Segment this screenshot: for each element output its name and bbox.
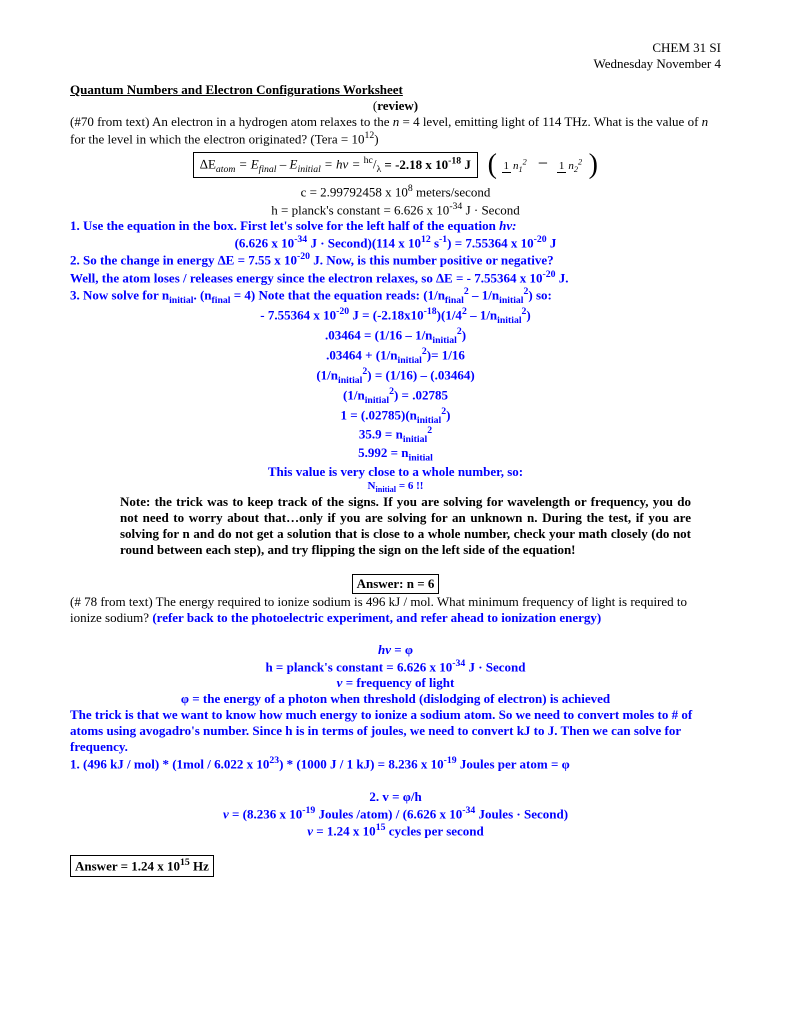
c-constant: c = 2.99792458 x 108 meters/second: [70, 183, 721, 200]
eq-hv: hv = φ: [70, 642, 721, 658]
calc-line-3: .03464 + (1/ninitial2)= 1/16: [70, 346, 721, 366]
calc-line-8: 5.992 = ninitial: [70, 445, 721, 464]
step-1-calc: (6.626 x 10-34 J · Second)(114 x 1012 s-…: [70, 234, 721, 251]
h-constant: h = planck's constant = 6.626 x 10-34 J …: [70, 201, 721, 218]
step-3: 3. Now solve for ninitial. (nfinal = 4) …: [70, 286, 721, 306]
q1-note: Note: the trick was to keep track of the…: [70, 494, 721, 558]
course-code: CHEM 31 SI: [70, 40, 721, 56]
q1-answer: Answer: n = 6: [70, 574, 721, 594]
q2-calc-3: v = (8.236 x 10-19 Joules /atom) / (6.62…: [70, 805, 721, 822]
worksheet-title: Quantum Numbers and Electron Configurati…: [70, 82, 721, 98]
eq-phi: φ = the energy of a photon when threshol…: [70, 691, 721, 707]
q2-calc-2: 2. v = φ/h: [70, 789, 721, 805]
q2-prompt: (# 78 from text) The energy required to …: [70, 594, 721, 626]
calc-line-1: - 7.55364 x 10-20 J = (-2.18x10-18)(1/42…: [70, 306, 721, 326]
page-header: CHEM 31 SI Wednesday November 4: [70, 40, 721, 72]
date: Wednesday November 4: [70, 56, 721, 72]
calc-line-9: This value is very close to a whole numb…: [70, 464, 721, 480]
calc-line-2: .03464 = (1/16 – 1/ninitial2): [70, 326, 721, 346]
q2-calc-1: 1. (496 kJ / mol) * (1mol / 6.022 x 1023…: [70, 755, 721, 772]
eq-h: h = planck's constant = 6.626 x 10-34 J …: [70, 658, 721, 675]
q1-prompt: (#70 from text) An electron in a hydroge…: [70, 114, 721, 147]
subtitle: ((review)review): [70, 98, 721, 114]
step-2b: Well, the atom loses / releases energy s…: [70, 269, 721, 286]
calc-line-6: 1 = (.02785)(ninitial2): [70, 406, 721, 426]
q2-answer: Answer = 1.24 x 1015 Hz: [70, 855, 721, 876]
calc-line-10: Ninitial = 6 !!: [70, 480, 721, 494]
calc-line-5: (1/ninitial2) = .02785: [70, 386, 721, 406]
q2-calc-4: v = 1.24 x 1015 cycles per second: [70, 822, 721, 839]
q2-trick: The trick is that we want to know how mu…: [70, 707, 721, 755]
calc-line-4: (1/ninitial2) = (1/16) – (.03464): [70, 366, 721, 386]
step-1: 1. Use the equation in the box. First le…: [70, 218, 721, 234]
eq-v: v = frequency of light: [70, 675, 721, 691]
calc-line-7: 35.9 = ninitial2: [70, 425, 721, 445]
step-2: 2. So the change in energy ∆E = 7.55 x 1…: [70, 251, 721, 268]
main-equation: ∆Eatom = Efinal – Einitial = hv = hc/λ =…: [70, 151, 721, 179]
